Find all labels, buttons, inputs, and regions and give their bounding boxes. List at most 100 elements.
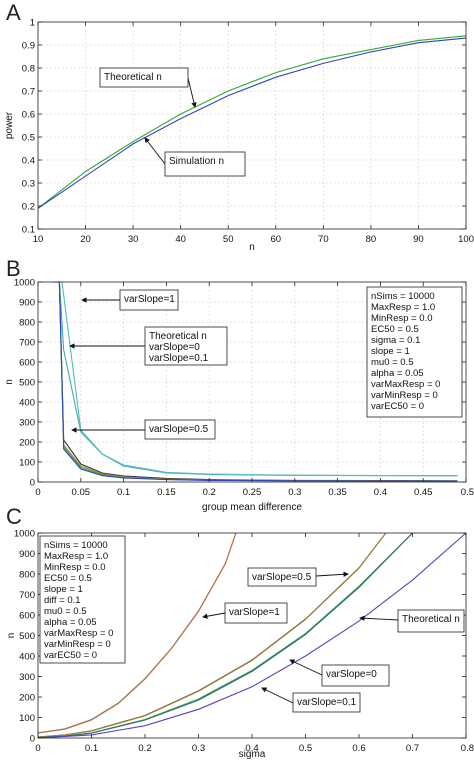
y-tick-label: 100: [19, 713, 35, 724]
y-tick-label: 0.2: [22, 202, 35, 213]
y-axis-label: n: [6, 633, 17, 639]
annotation-label: varSlope=0.5: [149, 424, 209, 435]
annotation-box: [397, 609, 465, 633]
annotation-arrow: [144, 137, 166, 165]
parameter-line: MinResp = 0.0: [371, 313, 433, 324]
y-tick-label: 1000: [14, 278, 35, 289]
y-tick-label: 300: [19, 418, 35, 429]
annotation-box: [164, 151, 246, 177]
annotation-label: Simulation n: [169, 156, 224, 167]
x-tick-label: 20: [80, 234, 91, 245]
y-tick-label: 300: [19, 672, 35, 683]
annotation-arrow: [202, 612, 226, 619]
annotation-box: [292, 692, 361, 713]
x-tick-label: 0.4: [374, 487, 387, 498]
y-tick-label: 0.4: [22, 156, 35, 167]
y-tick-label: 900: [19, 549, 35, 560]
x-tick-label: 0.45: [414, 487, 433, 498]
series-line-6: [37, 532, 413, 738]
y-tick-label: 200: [19, 693, 35, 704]
series-line-7: [37, 532, 467, 739]
x-tick-label: 70: [318, 234, 329, 245]
annotation-label: varSlope=0.1: [149, 353, 209, 364]
parameter-line: sigma = 0.1: [371, 335, 420, 346]
x-tick-label: 0.5: [299, 743, 312, 754]
x-tick-label: 60: [270, 234, 281, 245]
y-tick-label: 1: [30, 18, 35, 29]
y-tick-label: 0.5: [22, 133, 35, 144]
panel-b: B 0 0.05 0.1 0.15 0.2 0.25 0.3 0.35 0.4 0.45 0.5 0 1…: [4, 256, 474, 513]
parameter-line: diff = 0.1: [44, 595, 81, 606]
y-tick-label: 0.7: [22, 87, 35, 98]
x-axis-label: n: [249, 242, 255, 253]
parameter-line: varMinResp = 0: [371, 390, 438, 401]
y-tick-label: 500: [19, 631, 35, 642]
parameter-line: alpha = 0.05: [44, 617, 97, 628]
y-axis-label: power: [4, 111, 15, 139]
parameter-line: varEC50 = 0: [371, 401, 424, 412]
annotation-arrow: [187, 77, 197, 108]
x-tick-label: 0.6: [352, 743, 365, 754]
annotation-box: [247, 567, 317, 587]
panel-a: A 10 20 30 40 50 60 70 80 90 100 0.1 0.2 0.3 0.4 0.5 0.…: [4, 0, 474, 253]
y-tick-label: 200: [19, 438, 35, 449]
parameter-line: slope = 1: [371, 346, 410, 357]
y-tick-label: 600: [19, 611, 35, 622]
annotation-box: [144, 326, 228, 366]
parameter-line: nSims = 10000: [44, 540, 108, 551]
parameter-line: varMinResp = 0: [44, 639, 111, 650]
x-tick-label: 0.25: [243, 487, 262, 498]
plot-frame: [37, 21, 467, 230]
series-line-2: [37, 532, 237, 734]
y-tick-label: 400: [19, 398, 35, 409]
parameter-line: slope = 1: [44, 584, 83, 595]
x-axis-label: group mean difference: [202, 502, 302, 513]
x-tick-label: 30: [128, 234, 139, 245]
parameter-box: [366, 286, 463, 418]
y-tick-label: 700: [19, 590, 35, 601]
y-tick-label: 0.6: [22, 110, 35, 121]
annotation-label: varSlope=0.1: [297, 697, 357, 708]
x-tick-label: 80: [366, 234, 377, 245]
parameter-line: nSims = 10000: [371, 291, 435, 302]
x-tick-label: 0: [35, 487, 40, 498]
annotation-box: [99, 67, 189, 88]
panel-letter-a: A: [6, 0, 21, 25]
annotation-box: [144, 419, 216, 440]
parameter-line: varMaxResp = 0: [44, 628, 113, 639]
annotation-arrow: [359, 615, 399, 621]
y-tick-label: 0.1: [22, 225, 35, 236]
panel-letter-c: C: [6, 504, 22, 529]
annotation-box: [224, 602, 288, 624]
y-tick-label: 0.3: [22, 179, 35, 190]
parameter-line: MaxResp = 1.0: [371, 302, 435, 313]
annotation-label: Theoretical n: [104, 72, 162, 83]
x-tick-label: 0.2: [203, 487, 216, 498]
parameter-line: mu0 = 0.5: [371, 357, 414, 368]
annotation-label: Theoretical n: [402, 614, 460, 625]
annotation-arrow: [315, 571, 349, 577]
x-tick-label: 0: [35, 743, 40, 754]
y-tick-label: 100: [19, 458, 35, 469]
series-line-4: [37, 532, 387, 738]
annotation-label: Theoretical n: [149, 331, 207, 342]
y-tick-label: 0.8: [22, 64, 35, 75]
x-tick-label: 0.3: [192, 743, 205, 754]
x-tick-label: 0.8: [461, 743, 474, 754]
y-tick-label: 0.9: [22, 41, 35, 52]
parameter-line: alpha = 0.05: [371, 368, 424, 379]
annotation-label: varSlope=0.5: [252, 572, 312, 583]
parameter-line: varEC50 = 0: [44, 650, 97, 661]
parameter-line: EC50 = 0.5: [44, 573, 92, 584]
x-tick-label: 90: [413, 234, 424, 245]
y-tick-label: 1000: [14, 529, 35, 540]
parameter-line: MaxResp = 1.0: [44, 551, 108, 562]
annotation-box: [321, 664, 390, 687]
annotation-arrow: [261, 687, 294, 704]
x-tick-label: 40: [175, 234, 186, 245]
annotation-label: varSlope=0: [326, 669, 377, 680]
y-tick-label: 0: [30, 478, 35, 489]
y-axis-label: n: [4, 379, 15, 385]
y-tick-label: 800: [19, 318, 35, 329]
